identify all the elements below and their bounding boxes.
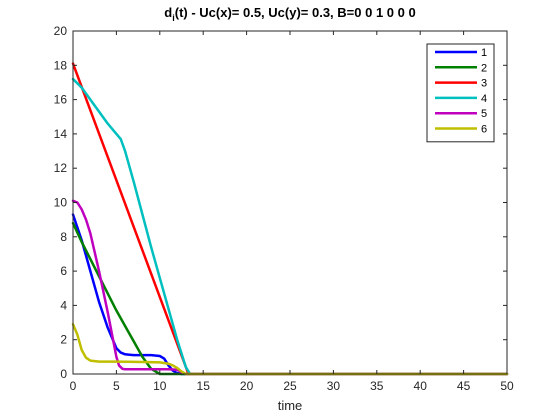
y-tick-label: 20	[54, 24, 68, 38]
x-tick-label: 50	[500, 379, 514, 393]
chart-title-rest: (t) - Uc(x)= 0.5, Uc(y)= 0.3, B=0 0 1 0 …	[175, 5, 416, 20]
series-line-5	[71, 199, 509, 376]
x-tick-label: 0	[70, 379, 77, 393]
legend-label-6: 6	[481, 124, 487, 136]
y-tick-label: 12	[54, 161, 68, 175]
x-tick-label: 40	[414, 379, 428, 393]
x-tick-label: 25	[283, 379, 297, 393]
chart-title-subscript: i	[172, 13, 175, 23]
y-tick-label: 14	[54, 127, 68, 141]
legend: 1 2 3 4 5 6	[426, 43, 495, 143]
x-tick-label: 10	[153, 379, 167, 393]
legend-label-5: 5	[481, 108, 487, 120]
y-tick-label: 18	[54, 58, 68, 72]
y-tick-label: 6	[60, 264, 67, 278]
series-line-6	[71, 323, 509, 376]
y-tick-label: 16	[54, 93, 68, 107]
x-tick-label: 15	[197, 379, 211, 393]
chart-title: di(t) - Uc(x)= 0.5, Uc(y)= 0.3, B=0 0 1 …	[164, 5, 415, 23]
y-tick-label: 0	[60, 367, 67, 381]
y-tick-label: 4	[60, 298, 67, 312]
x-tick-label: 35	[370, 379, 384, 393]
x-tick-label: 5	[113, 379, 120, 393]
y-tick-label: 2	[60, 333, 67, 347]
series-line-4	[71, 77, 509, 376]
x-tick-label: 45	[457, 379, 471, 393]
x-tick-label: 20	[240, 379, 254, 393]
x-tick-label: 30	[327, 379, 341, 393]
chart-title-main: d	[164, 5, 172, 20]
legend-box	[426, 43, 495, 143]
y-tick-label: 10	[54, 196, 68, 210]
x-axis-label: time	[278, 398, 303, 413]
y-tick-label: 8	[60, 230, 67, 244]
legend-label-4: 4	[481, 93, 487, 105]
legend-label-1: 1	[481, 47, 487, 59]
legend-label-2: 2	[481, 62, 487, 74]
legend-label-3: 3	[481, 78, 487, 90]
